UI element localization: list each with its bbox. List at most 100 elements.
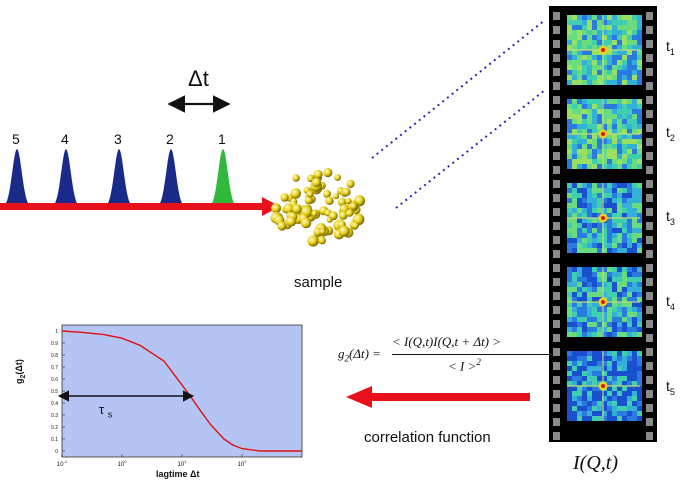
delay-label: Δt <box>188 66 209 91</box>
x-axis-ticks: 10-1 100 101 102 <box>57 454 247 468</box>
sprocket-hole-left <box>553 334 560 342</box>
pulse-label-2: 2 <box>166 131 174 147</box>
sprocket-hole-right <box>646 264 653 272</box>
sprocket-hole-left <box>553 320 560 328</box>
pulse-4 <box>54 149 78 207</box>
plot-area <box>61 324 303 458</box>
sample-particle <box>300 217 312 229</box>
sprocket-hole-left <box>553 250 560 258</box>
y-tick-label: 0.5 <box>51 389 58 395</box>
sprocket-hole-left <box>553 96 560 104</box>
sprocket-hole-right <box>646 152 653 160</box>
sprocket-hole-left <box>553 68 560 76</box>
sample-particle <box>313 169 323 179</box>
y-tick-label: 0.3 <box>51 413 58 419</box>
sample-particles <box>270 168 366 247</box>
pulse-label-3: 3 <box>114 131 122 147</box>
speckle-frame-4 <box>567 267 642 337</box>
film-strip <box>549 6 657 442</box>
y-tick-label: 0.6 <box>51 377 58 383</box>
sprocket-hole-right <box>646 376 653 384</box>
y-tick-label: 0.4 <box>51 401 58 407</box>
sprocket-hole-right <box>646 138 653 146</box>
sample-particle <box>307 235 319 247</box>
sprocket-hole-right <box>646 390 653 398</box>
sprocket-hole-left <box>553 236 560 244</box>
g2-correlation-chart: 0 0.1 0.2 0.3 0.4 0.5 0.6 0.7 0.8 0.9 1 10-1 100 101… <box>51 324 303 468</box>
y-tick-label: 0.9 <box>51 341 58 347</box>
sprocket-hole-left <box>553 82 560 90</box>
sample-particle <box>319 228 326 235</box>
sample-particle <box>292 174 300 182</box>
sample-particle <box>345 209 354 217</box>
pulse-1 <box>211 149 235 207</box>
film-sprocket-holes <box>553 12 653 440</box>
x-tick-label: 101 <box>178 459 188 468</box>
sprocket-hole-right <box>646 124 653 132</box>
sprocket-hole-right <box>646 26 653 34</box>
sprocket-hole-left <box>553 194 560 202</box>
tau-label: τ s <box>99 402 113 420</box>
sprocket-hole-right <box>646 166 653 174</box>
sprocket-hole-right <box>646 404 653 412</box>
sample-particle <box>286 216 297 227</box>
sample-particle <box>304 196 313 205</box>
sprocket-hole-left <box>553 348 560 356</box>
frame-label-t5: t5 <box>666 378 675 397</box>
sample-particle <box>350 202 358 210</box>
sample-particle <box>338 225 350 237</box>
speckle-frame-2 <box>567 99 642 169</box>
sprocket-hole-left <box>553 292 560 300</box>
sprocket-hole-left <box>553 124 560 132</box>
formula-numerator: < I(Q,t)I(Q,t + Δt) > <box>392 334 502 349</box>
y-tick-label: 1 <box>55 329 58 335</box>
sprocket-hole-right <box>646 54 653 62</box>
pulse-3 <box>107 149 131 207</box>
sprocket-hole-right <box>646 96 653 104</box>
sprocket-hole-right <box>646 110 653 118</box>
sprocket-hole-left <box>553 138 560 146</box>
chart-ylabel: g2(Δt) <box>14 359 27 384</box>
sprocket-hole-left <box>553 264 560 272</box>
x-tick-label: 102 <box>238 459 248 468</box>
sprocket-hole-right <box>646 278 653 286</box>
x-tick-label: 10-1 <box>57 459 68 468</box>
sample-particle <box>318 236 326 245</box>
formula-denominator: < I >2 <box>448 357 481 374</box>
sample-particle <box>342 187 351 197</box>
sprocket-hole-left <box>553 432 560 440</box>
frame-label-t3: t3 <box>666 208 675 227</box>
beam-arrow <box>0 197 280 216</box>
intensity-caption: I(Q,t) <box>573 452 618 474</box>
sprocket-hole-left <box>553 376 560 384</box>
frame-label-t4: t4 <box>666 293 675 312</box>
speckle-frame-1 <box>567 15 642 85</box>
y-tick-label: 0.1 <box>51 437 58 443</box>
sample-particle <box>323 189 331 198</box>
sprocket-hole-left <box>553 180 560 188</box>
projection-line-top <box>371 19 546 159</box>
sample-particle <box>306 190 314 198</box>
sample-particle <box>323 168 333 178</box>
sprocket-hole-left <box>553 306 560 314</box>
sprocket-hole-right <box>646 82 653 90</box>
y-tick-label: 0 <box>55 449 58 455</box>
sample-particle <box>325 196 334 205</box>
speckle-frame-5 <box>567 351 642 421</box>
sprocket-hole-right <box>646 292 653 300</box>
y-tick-label: 0.7 <box>51 365 58 371</box>
sprocket-hole-right <box>646 12 653 20</box>
sample-particle <box>337 197 347 207</box>
sample-particle <box>351 221 359 230</box>
sample-particle <box>277 221 287 231</box>
frame-label-t2: t2 <box>666 124 675 143</box>
sprocket-hole-right <box>646 236 653 244</box>
sprocket-hole-right <box>646 208 653 216</box>
sprocket-hole-left <box>553 26 560 34</box>
sample-particle <box>271 203 282 214</box>
speckle-frame-3 <box>567 183 642 253</box>
sprocket-hole-left <box>553 404 560 412</box>
sprocket-hole-left <box>553 12 560 20</box>
sprocket-hole-right <box>646 222 653 230</box>
